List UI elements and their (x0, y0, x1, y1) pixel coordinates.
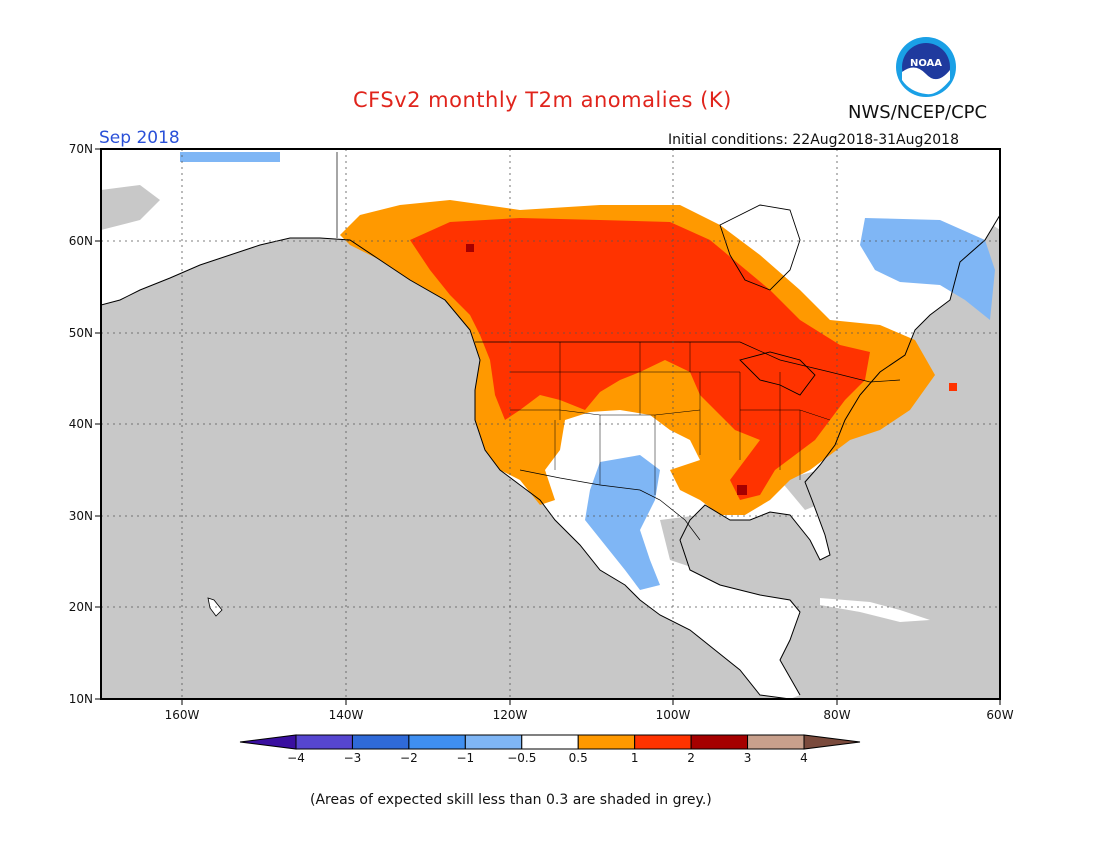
land-greenland (880, 149, 1000, 230)
lon-label: 140W (329, 708, 364, 722)
hudson-bay (719, 204, 801, 291)
colorbar-swatch (464, 734, 523, 750)
lat-label: 40N (69, 417, 93, 431)
colorbar-label: 2 (687, 751, 695, 765)
cool-alaska-north (180, 152, 280, 162)
colorbar-swatch (577, 734, 636, 750)
colorbar-label: 1 (631, 751, 639, 765)
anomaly-map: 70N 60N 50N 40N 30N 20N 10N 160W 140W 12… (69, 142, 1014, 722)
coastline (101, 214, 1000, 699)
hot-spot-south (737, 485, 747, 495)
initial-conditions: Initial conditions: 22Aug2018-31Aug2018 (668, 132, 959, 148)
forecast-month: Sep 2018 (99, 128, 180, 148)
cool-labrador (860, 218, 995, 320)
us-canada-border (475, 341, 901, 383)
colorbar-label: 0.5 (569, 751, 588, 765)
lat-label: 20N (69, 600, 93, 614)
lat-label: 60N (69, 234, 93, 248)
colorbar-label: 4 (800, 751, 808, 765)
colorbar-swatch (295, 734, 353, 750)
colorbar-label: −4 (287, 751, 305, 765)
low-skill-gulf-coast (780, 470, 830, 510)
colorbar-swatch (521, 734, 579, 750)
great-lakes (739, 351, 816, 396)
colorbar-swatch (803, 734, 861, 750)
lat-label: 10N (69, 692, 93, 706)
hot-spot-northeast (949, 383, 957, 391)
logo-text: NOAA (910, 58, 942, 69)
lat-label: 50N (69, 326, 93, 340)
map-title: CFSv2 monthly T2m anomalies (K) (353, 88, 732, 112)
colorbar-label: −1 (456, 751, 474, 765)
tick-marks (95, 148, 1001, 705)
lat-label: 30N (69, 509, 93, 523)
cool-southwest (585, 455, 660, 590)
colorbar: −4 −3 −2 −1 −0.5 0.5 1 2 3 4 (239, 734, 861, 765)
low-skill-mexico (660, 515, 720, 570)
colorbar-label: 3 (744, 751, 752, 765)
lon-label: 80W (823, 708, 850, 722)
lon-label: 160W (165, 708, 200, 722)
state-lines (510, 342, 831, 495)
land-cuba (820, 598, 930, 622)
hot-spot-yukon (466, 244, 474, 252)
colorbar-label: −0.5 (507, 751, 536, 765)
footnote: (Areas of expected skill less than 0.3 a… (310, 792, 712, 808)
colorbar-label: −2 (400, 751, 418, 765)
colorbar-label: −3 (344, 751, 362, 765)
colorbar-swatch (239, 734, 297, 750)
lon-label: 60W (986, 708, 1013, 722)
lat-label: 70N (69, 142, 93, 156)
agency-label: NWS/NCEP/CPC (848, 102, 988, 123)
noaa-logo: NOAA (896, 37, 956, 97)
graticule (101, 149, 1000, 699)
colorbar-swatch (690, 734, 749, 750)
lon-label: 100W (656, 708, 691, 722)
colorbar-swatch (351, 734, 410, 750)
colorbar-swatch (634, 734, 692, 750)
us-mexico-border (519, 469, 701, 541)
colorbar-swatch (408, 734, 466, 750)
low-skill-alaska (101, 185, 160, 230)
lon-label: 120W (493, 708, 528, 722)
colorbar-swatch (747, 734, 805, 750)
